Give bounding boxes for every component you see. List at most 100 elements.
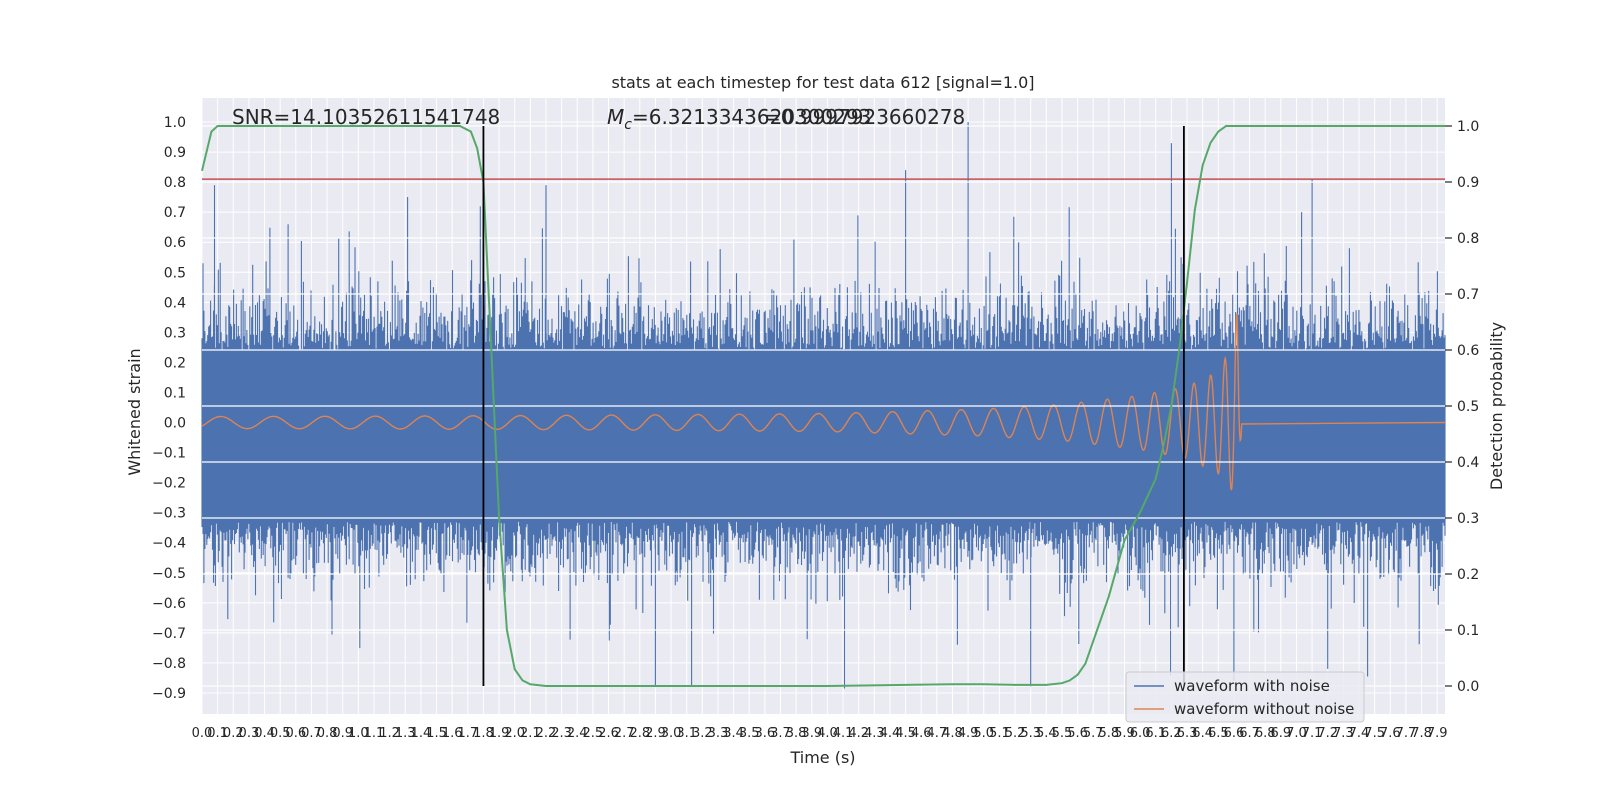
x-tick-label: 6.2 — [1161, 726, 1182, 741]
x-tick-label: 4.8 — [942, 726, 963, 741]
x-tick-label: 2.0 — [504, 726, 525, 741]
x-tick-label: 4.0 — [817, 726, 838, 741]
y-tick-label: 0.8 — [164, 175, 186, 191]
y-tick-label: −0.5 — [152, 566, 186, 582]
y2-tick-label: 0.4 — [1457, 455, 1479, 471]
x-tick-label: 5.6 — [1067, 726, 1088, 741]
noise-spikes — [201, 122, 1446, 689]
x-tick-label: 4.2 — [848, 726, 869, 741]
x-tick-label: 3.0 — [661, 726, 682, 741]
x-tick-label: 0.6 — [285, 726, 306, 741]
y2-tick-label: 0.1 — [1457, 623, 1479, 639]
x-tick-label: 7.0 — [1286, 726, 1307, 741]
y-tick-label: −0.1 — [152, 446, 186, 462]
x-tick-label: 1.0 — [348, 726, 369, 741]
x-tick-label: 7.4 — [1349, 726, 1370, 741]
x-tick-label: 1.9 — [489, 726, 510, 741]
x-tick-label: 7.9 — [1427, 726, 1448, 741]
x-tick-label: 2.9 — [645, 726, 666, 741]
x-tick-label: 2.7 — [614, 726, 635, 741]
y-tick-label: 0.9 — [164, 145, 186, 161]
y-tick-label: −0.7 — [152, 626, 186, 642]
detection-probability-line — [201, 125, 1445, 687]
x-tick-label: 0.9 — [332, 726, 353, 741]
x-tick-label: 6.0 — [1130, 726, 1151, 741]
y-tick-label: 0.3 — [164, 325, 186, 341]
y-tick-label: 0.7 — [164, 205, 186, 221]
x-tick-label: 0.7 — [301, 726, 322, 741]
y-tick-label: 1.0 — [164, 115, 186, 131]
x-tick-label: 7.2 — [1317, 726, 1338, 741]
legend-box — [1125, 671, 1365, 723]
x-axis-ticks: 0.00.10.20.30.40.50.60.70.80.91.01.11.21… — [192, 726, 1448, 741]
x-tick-label: 3.2 — [692, 726, 713, 741]
chirp-mass-symbol: M — [607, 105, 624, 129]
x-tick-label: 5.4 — [1036, 726, 1057, 741]
x-tick-label: 2.5 — [583, 726, 604, 741]
y-tick-label: 0.6 — [164, 235, 186, 251]
x-tick-label: 3.6 — [755, 726, 776, 741]
x-tick-label: 6.1 — [1145, 726, 1166, 741]
x-tick-label: 6.7 — [1239, 726, 1260, 741]
overlap-value: =0.9997923660278 — [764, 105, 965, 129]
x-tick-label: 1.5 — [426, 726, 447, 741]
overlap-annotation: =0.9997923660278 — [764, 105, 965, 129]
y2-tick-label: 0.7 — [1457, 287, 1479, 303]
x-tick-label: 5.0 — [973, 726, 994, 741]
detection-probability-group — [201, 125, 1445, 687]
legend-label-noise: waveform with noise — [1174, 677, 1330, 695]
y2-tick-label: 0.6 — [1457, 343, 1479, 359]
x-tick-label: 3.3 — [708, 726, 729, 741]
x-tick-label: 6.9 — [1270, 726, 1291, 741]
x-tick-label: 5.7 — [1083, 726, 1104, 741]
x-tick-label: 4.5 — [895, 726, 916, 741]
vertical-markers — [482, 126, 1185, 686]
y-tick-label: −0.9 — [152, 686, 186, 702]
x-tick-label: 0.8 — [317, 726, 338, 741]
y-tick-label: −0.8 — [152, 656, 186, 672]
x-tick-label: 7.3 — [1333, 726, 1354, 741]
x-tick-label: 6.3 — [1177, 726, 1198, 741]
y-tick-label: 0.0 — [164, 416, 186, 432]
x-tick-label: 2.8 — [629, 726, 650, 741]
x-axis-label: Time (s) — [789, 748, 855, 767]
x-tick-label: 7.7 — [1396, 726, 1417, 741]
x-tick-label: 7.6 — [1380, 726, 1401, 741]
chirp-line — [201, 313, 1446, 491]
x-tick-label: 2.3 — [551, 726, 572, 741]
x-tick-label: 3.7 — [770, 726, 791, 741]
x-tick-label: 1.4 — [411, 726, 432, 741]
x-tick-label: 6.8 — [1255, 726, 1276, 741]
x-tick-label: 5.8 — [1098, 726, 1119, 741]
y2-tick-label: 0.5 — [1457, 399, 1479, 415]
x-tick-label: 2.6 — [598, 726, 619, 741]
x-tick-label: 0.5 — [270, 726, 291, 741]
x-tick-label: 1.1 — [364, 726, 385, 741]
chart-title: stats at each timestep for test data 612… — [611, 73, 1034, 92]
x-tick-label: 0.0 — [192, 726, 213, 741]
x-tick-label: 0.3 — [239, 726, 260, 741]
x-tick-label: 3.1 — [676, 726, 697, 741]
snr-annotation: SNR=14.10352611541748 — [232, 105, 500, 129]
y-tick-label: 0.2 — [164, 355, 186, 371]
y2-tick-label: 0.0 — [1457, 679, 1479, 695]
y-tick-label: 0.5 — [164, 265, 186, 281]
x-tick-label: 2.1 — [520, 726, 541, 741]
x-tick-label: 4.6 — [911, 726, 932, 741]
y-tick-label: −0.3 — [152, 506, 186, 522]
chirp-mass-subscript: c — [624, 117, 632, 133]
x-tick-label: 6.4 — [1192, 726, 1213, 741]
x-tick-label: 4.7 — [927, 726, 948, 741]
x-tick-label: 1.2 — [379, 726, 400, 741]
y2-tick-label: 0.3 — [1457, 511, 1479, 527]
x-tick-label: 3.9 — [801, 726, 822, 741]
x-tick-label: 2.4 — [567, 726, 588, 741]
series-waveform-without-noise — [201, 313, 1446, 491]
x-tick-label: 6.6 — [1224, 726, 1245, 741]
x-tick-label: 3.5 — [739, 726, 760, 741]
x-tick-label: 3.8 — [786, 726, 807, 741]
x-tick-label: 7.1 — [1302, 726, 1323, 741]
x-tick-label: 3.4 — [723, 726, 744, 741]
y2-tick-label: 0.2 — [1457, 567, 1479, 583]
